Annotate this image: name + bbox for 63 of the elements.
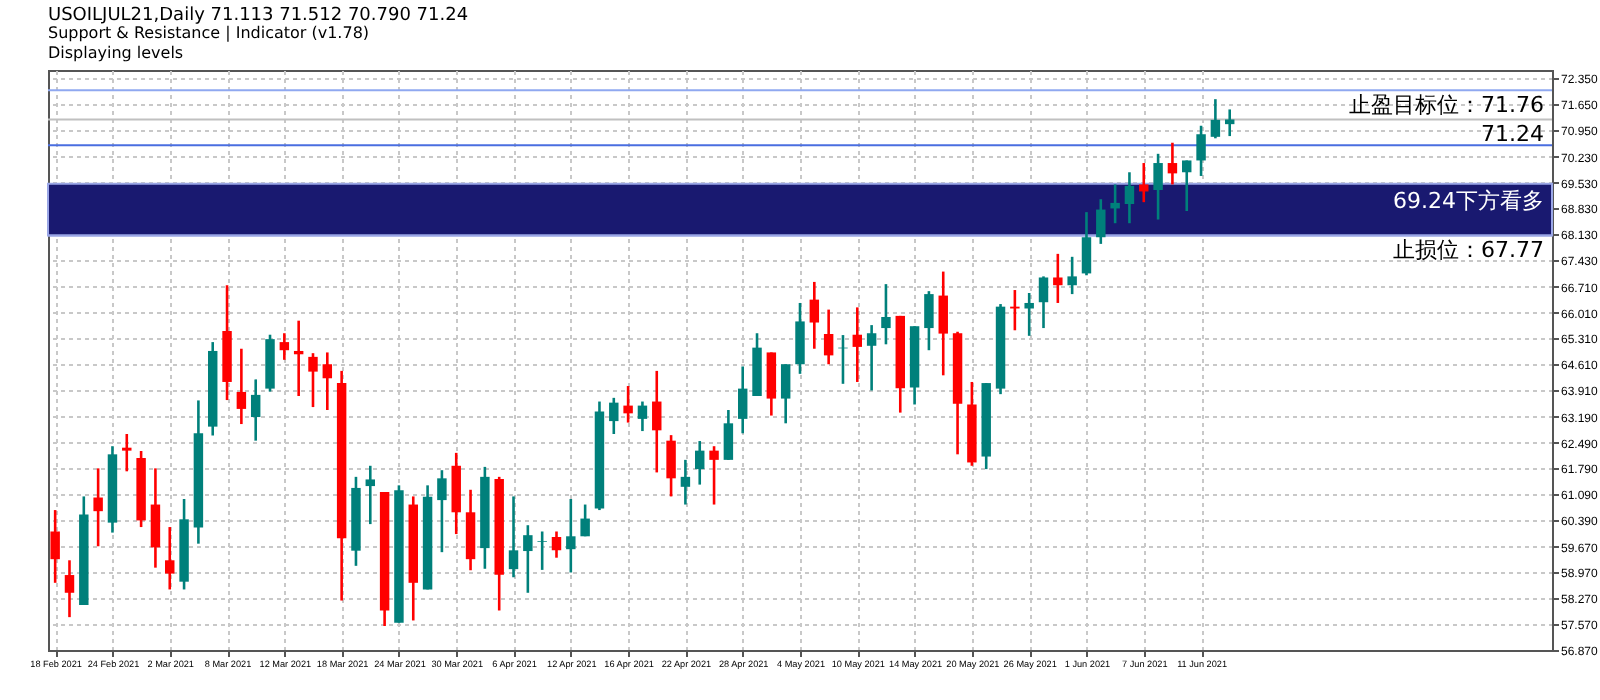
chart-subtitle: Support & Resistance | Indicator (v1.78): [48, 24, 370, 42]
candlestick: [551, 530, 562, 559]
ref-line-label: 止盈目标位：71.76: [1349, 92, 1544, 119]
candlestick: [1038, 275, 1049, 330]
candlestick: [523, 523, 533, 595]
candlestick: [1182, 159, 1192, 213]
candlestick: [881, 282, 891, 346]
candlestick: [1139, 161, 1149, 204]
candlestick: [1210, 97, 1221, 140]
candlestick: [566, 497, 576, 574]
candlestick: [1053, 252, 1063, 305]
candlestick: [1153, 152, 1163, 221]
candlestick: [780, 362, 791, 425]
candlestick: [1096, 197, 1106, 246]
candlestick: [737, 365, 748, 435]
candlestick: [866, 323, 877, 392]
candlestick: [451, 451, 461, 536]
candlestick: [365, 464, 376, 526]
candlestick: [823, 308, 834, 366]
candlestick: [809, 280, 820, 351]
candlestick: [609, 396, 619, 436]
candlestick: [1196, 124, 1206, 178]
candlestick: [695, 439, 705, 486]
candlestick: [508, 495, 519, 579]
candlestick: [623, 384, 633, 424]
candlestick: [1124, 170, 1135, 225]
candlestick: [150, 467, 161, 569]
candlestick: [322, 351, 333, 412]
candlestick: [279, 331, 290, 362]
candlestick: [1081, 210, 1092, 277]
candlestick: [766, 351, 777, 417]
candlestick: [465, 488, 476, 572]
candlestick: [795, 301, 805, 376]
candlestick: [308, 351, 318, 409]
candlestick: [709, 444, 719, 506]
band-label: 69.24下方看多: [1393, 187, 1544, 214]
candlestick: [637, 400, 648, 433]
text: Displaying levels: [48, 44, 184, 62]
candlestick: [537, 530, 547, 572]
candlestick: [852, 306, 863, 384]
candlestick: [1024, 291, 1034, 338]
candlestick: [437, 468, 447, 554]
candlestick: [250, 378, 261, 442]
chart-title: USOILJUL21,Daily 71.113 71.512 70.790 71.24: [48, 6, 469, 26]
candlestick: [680, 458, 691, 506]
candlestick: [236, 347, 247, 426]
candlestick: [580, 503, 590, 538]
candlestick: [1224, 108, 1235, 138]
candlestick: [122, 432, 132, 473]
candlestick: [666, 433, 676, 498]
candlestick: [924, 289, 934, 352]
candlestick: [723, 408, 734, 462]
candlestick: [1167, 141, 1178, 186]
candlestick: [1110, 183, 1120, 225]
candlestick: [50, 508, 60, 585]
candlestick: [652, 369, 662, 474]
candlestick: [1067, 255, 1077, 296]
ref-line-label: 止损位：67.77: [1393, 237, 1544, 264]
candlestick: [93, 467, 103, 548]
ref-line-label: 71.24: [1481, 121, 1544, 148]
candlestick: [938, 270, 948, 377]
candlestick: [165, 525, 175, 591]
candlestick: [64, 558, 75, 619]
